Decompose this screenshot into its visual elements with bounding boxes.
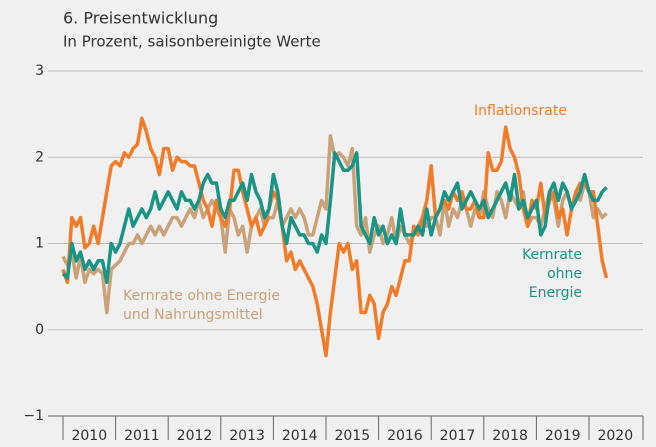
x-tick-label: 2015 bbox=[334, 428, 370, 444]
x-tick-label: 2020 bbox=[597, 428, 633, 444]
x-tick-label: 2012 bbox=[177, 428, 213, 444]
y-tick-label: −1 bbox=[23, 408, 44, 424]
y-tick-label: 0 bbox=[35, 322, 44, 338]
x-tick-label: 2019 bbox=[545, 428, 581, 444]
series-line bbox=[61, 116, 609, 358]
x-tick-label: 2018 bbox=[492, 428, 528, 444]
x-tick-label: 2013 bbox=[229, 428, 265, 444]
chart-title: 6. Preisentwicklung bbox=[63, 9, 218, 28]
x-tick-label: 2017 bbox=[440, 428, 476, 444]
series-label: Kernrate ohne Energie und Nahrungsmittel bbox=[123, 288, 280, 323]
series-label: Inflationsrate bbox=[474, 103, 567, 119]
x-tick-label: 2010 bbox=[71, 428, 107, 444]
y-tick-label: 2 bbox=[35, 149, 44, 165]
y-tick-label: 1 bbox=[35, 236, 44, 252]
x-tick-label: 2014 bbox=[282, 428, 318, 444]
x-tick-label: 2011 bbox=[124, 428, 160, 444]
chart-subtitle: In Prozent, saisonbereinigte Werte bbox=[63, 33, 321, 51]
series-line bbox=[61, 151, 608, 285]
x-tick-label: 2016 bbox=[387, 428, 423, 444]
y-tick-label: 3 bbox=[35, 63, 44, 79]
series-label: Kernrate ohne Energie bbox=[522, 247, 582, 301]
